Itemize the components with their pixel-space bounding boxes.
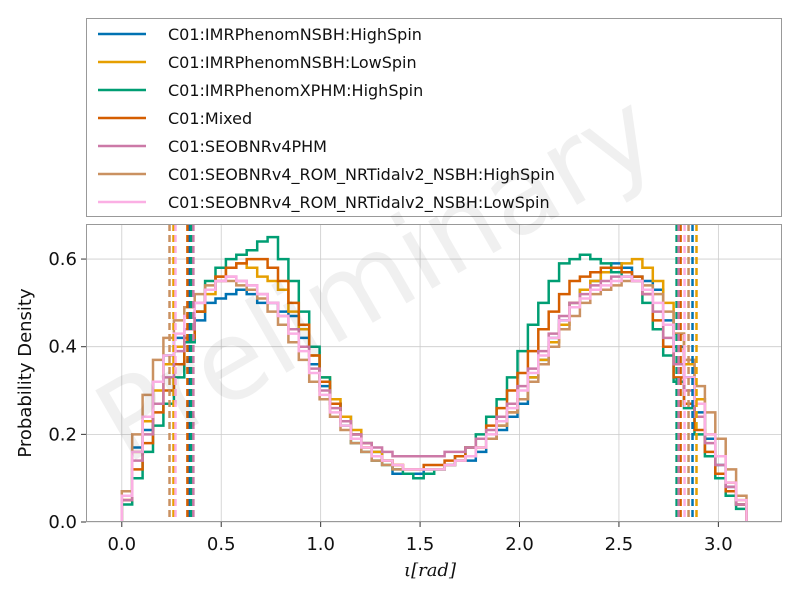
y-tick-label: 0.4 [48,337,77,358]
legend-label: C01:SEOBNRv4PHM [168,137,327,156]
x-tick-label: 2.5 [605,534,634,555]
legend-items: C01:IMRPhenomNSBH:HighSpin C01:IMRPhenomN… [98,25,555,213]
x-tick-label: 0.0 [107,534,136,555]
x-tick-label: 0.5 [207,534,236,555]
series-line-3 [120,235,748,522]
legend-label: C01:IMRPhenomNSBH:LowSpin [168,53,417,72]
ticks: 0.0 0.5 1.0 1.5 2.0 2.5 3.0 0.0 0.2 0.4 0.6 [48,249,732,555]
x-tick-label: 2.0 [505,534,534,555]
series-line-7 [120,275,748,522]
legend: C01:IMRPhenomNSBH:HighSpin C01:IMRPhenomN… [86,18,782,217]
y-tick-label: 0.0 [48,512,77,533]
x-tick-label: 3.0 [704,534,733,555]
x-tick-label: 1.0 [306,534,335,555]
legend-label: C01:SEOBNRv4_ROM_NRTidalv2_NSBH:LowSpin [168,193,550,213]
x-tick-label: 1.5 [406,534,435,555]
x-axis-label: ι[rad] [404,560,457,581]
legend-label: C01:Mixed [168,109,252,128]
legend-label: C01:IMRPhenomXPHM:HighSpin [168,81,423,100]
series-group [120,235,748,522]
vlines-group [168,224,698,522]
y-tick-label: 0.2 [48,424,77,445]
legend-label: C01:SEOBNRv4_ROM_NRTidalv2_NSBH:HighSpin [168,165,555,185]
y-tick-label: 0.6 [48,249,77,270]
legend-box [86,18,782,217]
y-axis-label: Probability Density [15,288,36,458]
legend-label: C01:IMRPhenomNSBH:HighSpin [168,25,422,44]
plot-area [86,224,782,523]
plot-frame [86,224,782,522]
